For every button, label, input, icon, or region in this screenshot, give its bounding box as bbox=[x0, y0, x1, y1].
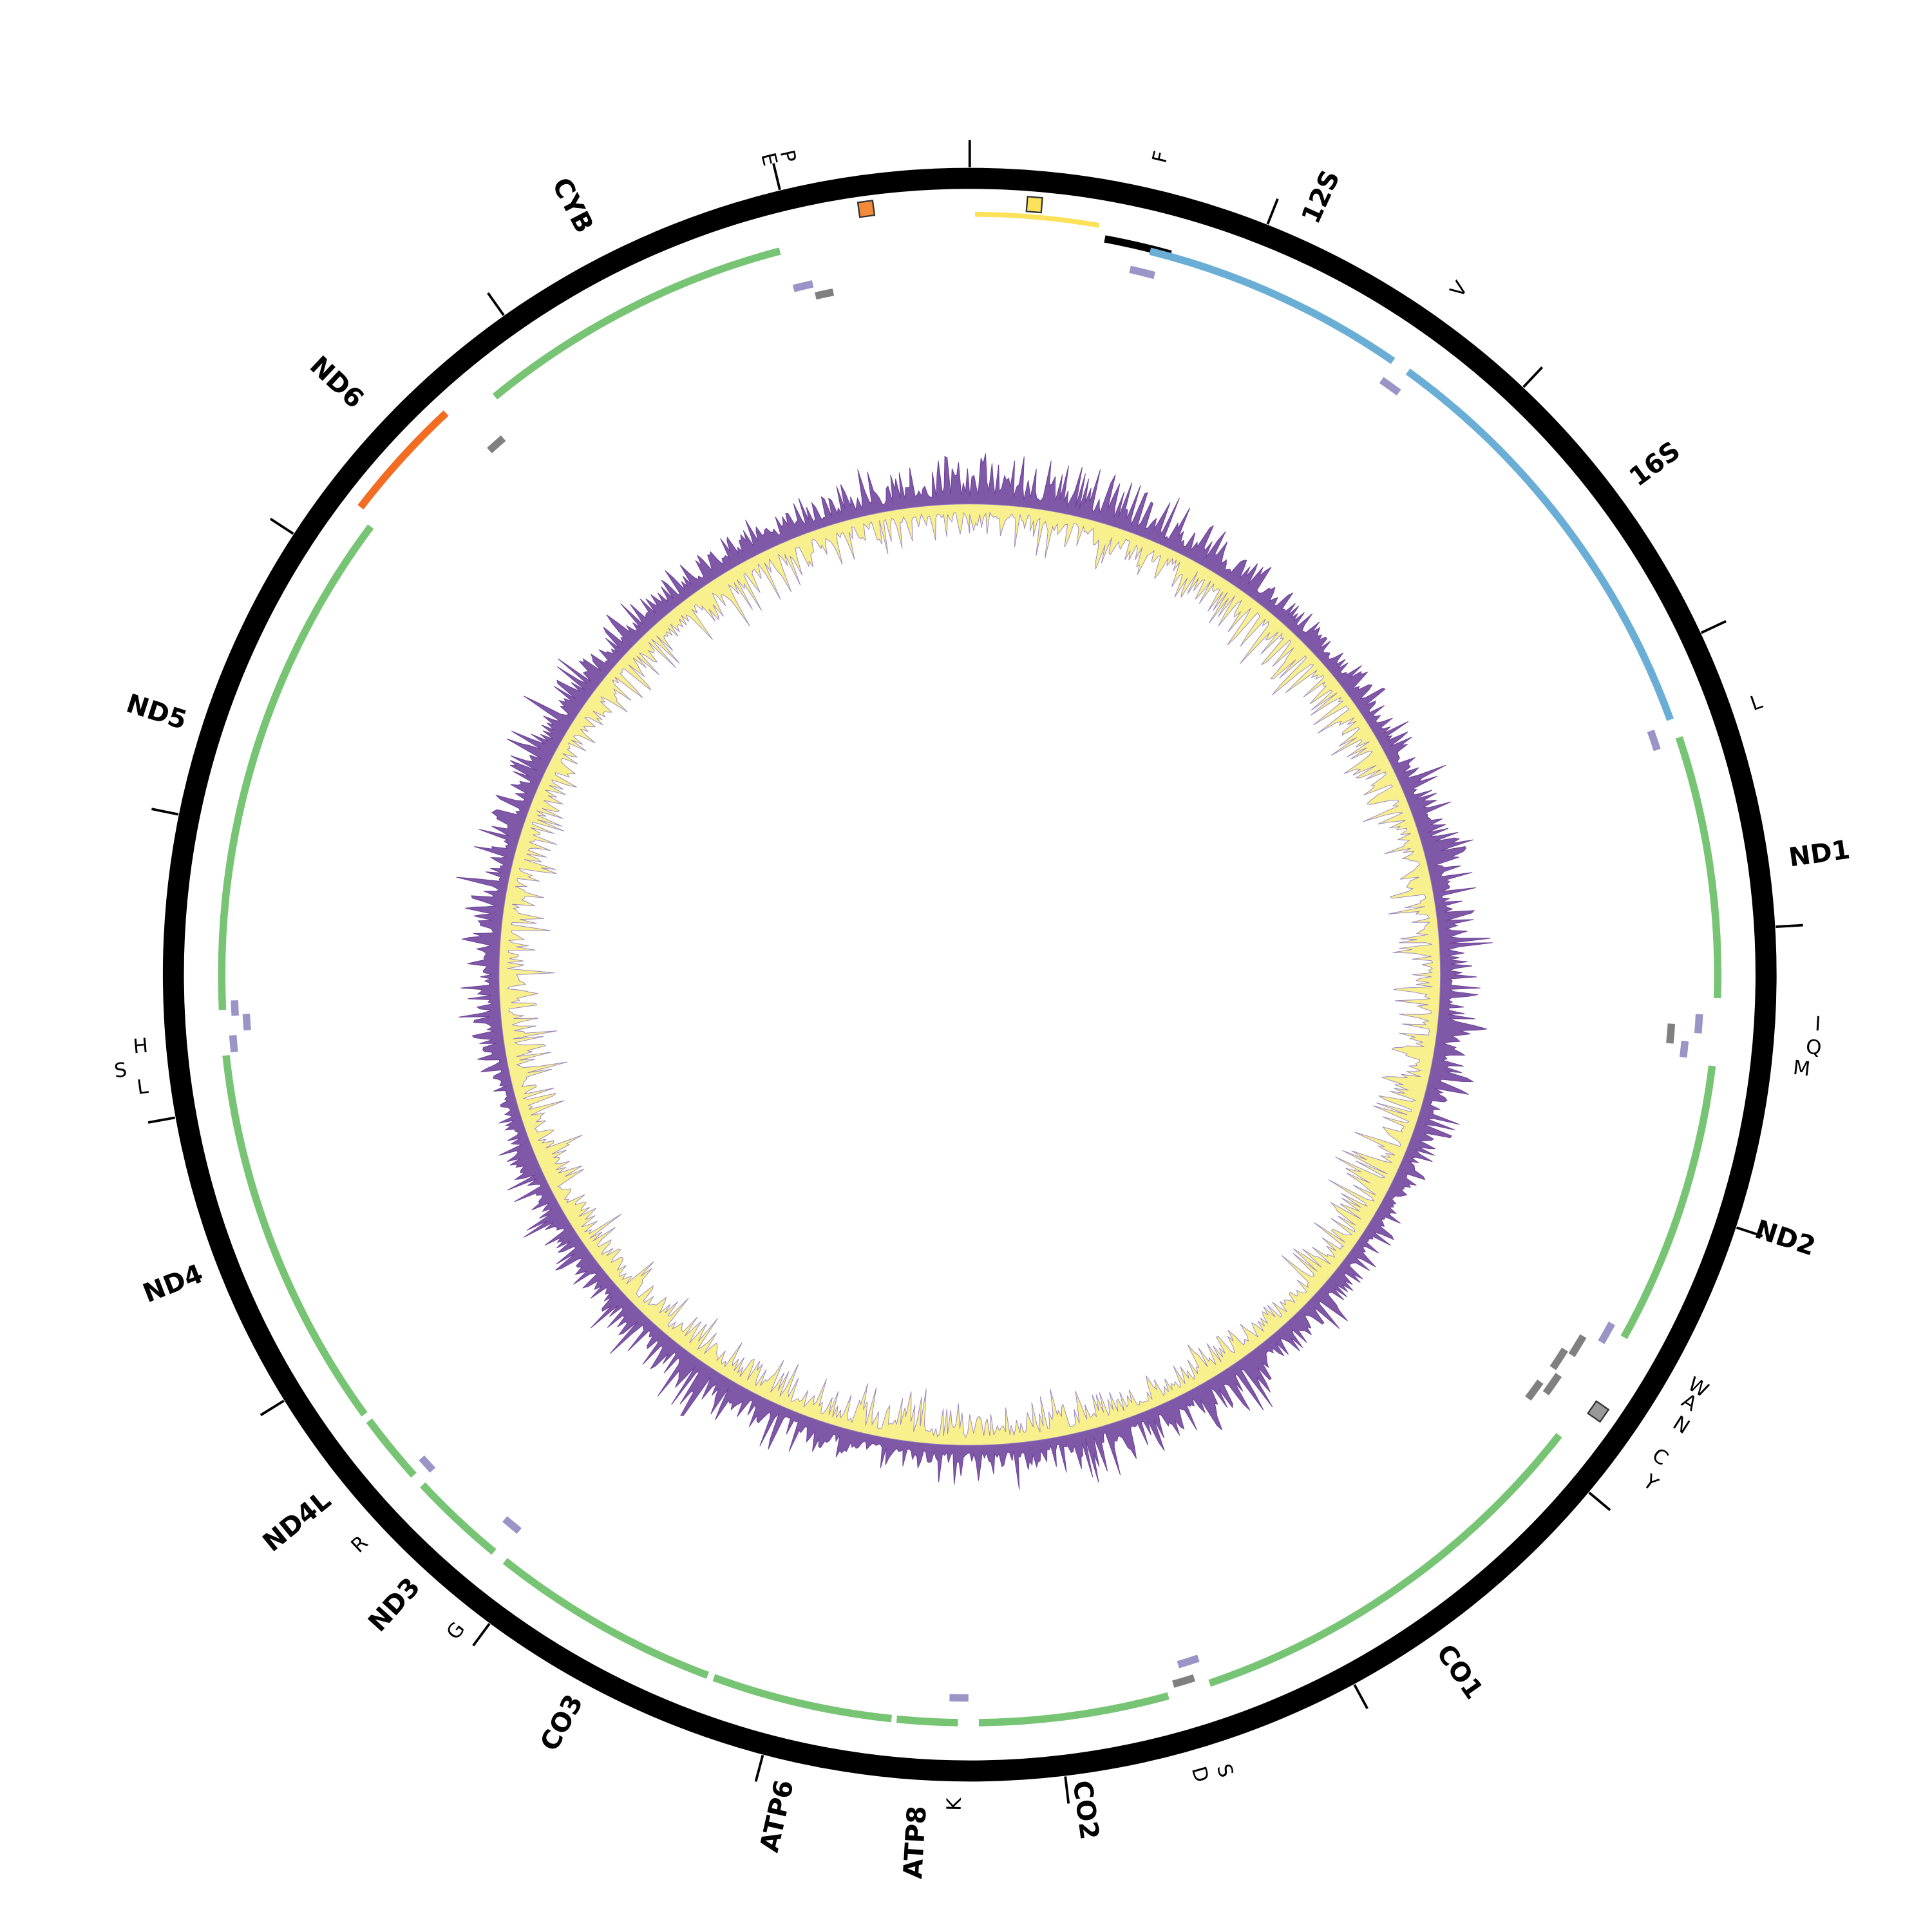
tick bbox=[1064, 1776, 1070, 1804]
feature-arc bbox=[420, 1482, 497, 1555]
tick bbox=[1700, 620, 1727, 634]
feature-arc bbox=[1129, 265, 1156, 279]
trna-label: S bbox=[113, 1058, 128, 1083]
feature-arc bbox=[1177, 1654, 1200, 1669]
feature-arc bbox=[502, 1558, 710, 1679]
genome-ring bbox=[162, 167, 1777, 1782]
feature-arc bbox=[229, 1035, 238, 1053]
feature-arc bbox=[712, 1674, 892, 1723]
tick bbox=[147, 1116, 176, 1124]
feature-arc bbox=[1647, 729, 1661, 752]
tick bbox=[1776, 923, 1803, 929]
feature-arc bbox=[815, 288, 835, 300]
trna-label: Q bbox=[1805, 1036, 1823, 1060]
tick bbox=[260, 1399, 285, 1417]
feature-arc bbox=[419, 1455, 436, 1473]
trna-label: K bbox=[943, 1797, 966, 1811]
tick bbox=[1266, 198, 1279, 225]
feature-arc bbox=[1405, 368, 1674, 721]
feature-arc bbox=[1172, 1674, 1195, 1688]
trna-label: H bbox=[132, 1034, 149, 1059]
tick bbox=[1522, 366, 1544, 388]
feature-arc bbox=[366, 1418, 417, 1478]
feature-box bbox=[1025, 195, 1043, 214]
tick bbox=[151, 808, 179, 816]
tick bbox=[1353, 1683, 1368, 1709]
feature-arc bbox=[896, 1715, 958, 1727]
tick bbox=[487, 292, 505, 316]
gene-label: ATP8 bbox=[898, 1805, 933, 1880]
feature-arc bbox=[792, 280, 814, 292]
feature-arc bbox=[1549, 1347, 1568, 1370]
feature-arc bbox=[502, 1516, 522, 1534]
trna-label: I bbox=[1814, 1012, 1821, 1036]
gc-skew-track bbox=[456, 453, 1493, 1490]
features bbox=[218, 195, 1722, 1727]
feature-arc bbox=[1675, 736, 1722, 999]
feature-arc bbox=[1525, 1379, 1544, 1401]
tick bbox=[472, 1623, 491, 1647]
feature-arc bbox=[1149, 247, 1396, 365]
tick bbox=[1736, 1226, 1763, 1238]
tick bbox=[772, 163, 781, 191]
skew-negative bbox=[498, 504, 1441, 1446]
feature-box bbox=[857, 200, 876, 218]
feature-box bbox=[1587, 1400, 1610, 1423]
feature-arc bbox=[1694, 1014, 1703, 1034]
feature-arc bbox=[492, 247, 781, 400]
feature-arc bbox=[1598, 1321, 1615, 1345]
tick bbox=[269, 518, 294, 535]
feature-arc bbox=[242, 1013, 251, 1031]
feature-arc bbox=[1680, 1040, 1689, 1058]
feature-arc bbox=[1620, 1065, 1716, 1340]
tick bbox=[754, 1754, 764, 1782]
feature-arc bbox=[1542, 1372, 1562, 1396]
feature-arc bbox=[1666, 1023, 1676, 1044]
tick bbox=[1588, 1492, 1611, 1511]
feature-arc bbox=[231, 1000, 240, 1016]
feature-arc bbox=[974, 211, 1100, 228]
feature-arc bbox=[222, 1055, 368, 1417]
feature-arc bbox=[218, 524, 374, 1010]
trna-label: M bbox=[1792, 1056, 1811, 1081]
feature-arc bbox=[1379, 377, 1401, 396]
ticks bbox=[147, 140, 1803, 1804]
feature-arc bbox=[1568, 1334, 1587, 1358]
trna-label: L bbox=[135, 1075, 149, 1099]
feature-arc bbox=[487, 435, 506, 453]
feature-arc bbox=[357, 410, 449, 510]
feature-arc bbox=[978, 1692, 1170, 1727]
feature-arc bbox=[1208, 1433, 1562, 1687]
